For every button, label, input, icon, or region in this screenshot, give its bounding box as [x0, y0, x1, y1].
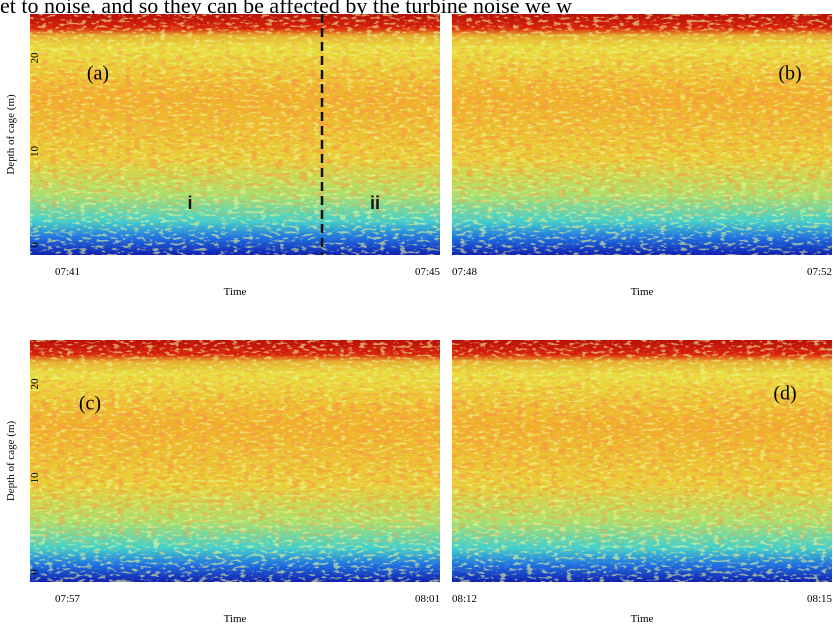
y-tick-label: 20 — [29, 52, 41, 64]
x-axis-label: Time — [631, 613, 654, 625]
time-start: 07:41 — [55, 266, 80, 278]
panel-label: (a) — [87, 63, 109, 85]
region-label: i — [187, 193, 192, 213]
x-axis-label: Time — [224, 286, 247, 298]
header-text: et to noise, and so they can be affected… — [0, 0, 572, 18]
panel-label: (b) — [778, 63, 801, 85]
y-tick-label: 10 — [29, 472, 41, 484]
y-tick-label: 20 — [29, 378, 41, 390]
echogram-texture — [452, 340, 832, 582]
x-axis-label: Time — [224, 613, 247, 625]
y-tick-label: 0 — [29, 569, 41, 575]
echogram-texture — [452, 14, 832, 255]
time-end: 08:01 — [415, 593, 440, 605]
y-axis-label: Depth of cage (m) — [5, 421, 17, 502]
time-start: 08:12 — [452, 593, 477, 605]
time-start: 07:48 — [452, 266, 478, 278]
y-tick-label: 0 — [29, 242, 41, 248]
echogram-texture — [30, 340, 440, 582]
time-end: 07:52 — [807, 266, 832, 278]
y-tick-label: 10 — [29, 146, 41, 158]
x-axis-label: Time — [631, 286, 654, 298]
region-label: ii — [370, 193, 380, 213]
panel-label: (d) — [773, 383, 796, 405]
panel-label: (c) — [79, 393, 101, 415]
echogram-texture — [30, 14, 440, 255]
time-end: 07:45 — [415, 266, 441, 278]
time-end: 08:15 — [807, 593, 833, 605]
y-axis-label: Depth of cage (m) — [5, 94, 17, 175]
time-start: 07:57 — [55, 593, 81, 605]
